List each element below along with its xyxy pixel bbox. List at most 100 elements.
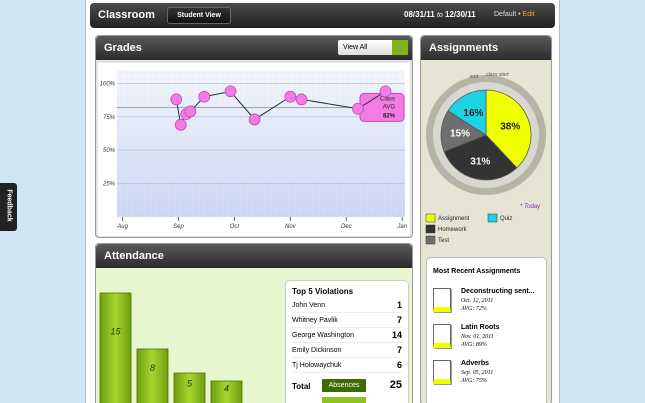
violation-count: 14 <box>391 330 402 340</box>
student-name: George Washington <box>292 332 354 339</box>
violation-row: Emily Dickinson 7 <box>292 345 402 358</box>
pie-slice <box>485 89 532 169</box>
violation-row: Whitney Pavlik 7 <box>292 315 402 328</box>
date-range: 08/31/11 to 12/30/11 <box>404 10 476 19</box>
dropdown-arrow[interactable] <box>392 40 408 55</box>
legend-label: Test <box>438 238 449 244</box>
grades-title: Grades <box>104 42 142 54</box>
student-name: Emily Dickinson <box>292 347 342 354</box>
date-end: 12/30/11 <box>445 10 476 19</box>
total-value: 25 <box>389 379 402 391</box>
bar-label: 15 <box>110 327 121 337</box>
average-label: Class <box>380 96 395 102</box>
violations-title: Top 5 Violations <box>292 287 354 296</box>
assignment-name: Latin Roots <box>461 324 500 331</box>
student-name: Whitney Pavlik <box>292 317 338 324</box>
legend-swatch <box>425 224 436 234</box>
legend-label: Homework <box>438 227 468 233</box>
annotation: end <box>470 74 479 80</box>
bar <box>136 348 169 403</box>
plot-grid <box>117 70 405 217</box>
x-tick-label: Aug <box>116 224 128 230</box>
slice-label: 31% <box>470 156 490 167</box>
y-tick-label: 75% <box>103 115 116 121</box>
y-tick-label: 100% <box>100 81 116 87</box>
view-selector: Default • Edit <box>494 11 535 18</box>
violation-row: George Washington 14 <box>292 330 402 343</box>
slice-label: 16% <box>463 108 483 119</box>
bar <box>210 380 243 403</box>
feedback-tab[interactable]: Feedback <box>0 183 17 231</box>
assignment-date: Oct. 12, 2011 <box>461 298 494 304</box>
violations-box: Top 5 Violations John Venn 1 Whitney Pavli… <box>285 280 409 403</box>
doc-icon <box>433 288 451 312</box>
next-button[interactable] <box>322 397 366 403</box>
edit-link[interactable]: Edit <box>522 11 535 18</box>
legend-swatch <box>425 213 436 223</box>
violation-row: John Venn 1 <box>292 300 402 313</box>
annotation: class start <box>486 72 509 78</box>
grade-point <box>184 105 197 118</box>
pie-slice <box>443 134 518 181</box>
doc-icon <box>433 360 451 384</box>
assignment-avg: AVG: 89% <box>461 342 487 348</box>
filter-dropdown[interactable]: View All <box>338 40 408 55</box>
x-tick-label: Dec <box>341 224 352 230</box>
grade-point <box>224 85 237 98</box>
recent-box: Most Recent Assignments Deconstructing s… <box>426 257 547 403</box>
violation-count: 7 <box>396 315 402 325</box>
violation-row: Tj Holowaychuk 6 <box>292 360 402 373</box>
annotation: * Today <box>520 204 541 210</box>
x-tick-label: Sep <box>173 224 184 230</box>
student-view-button[interactable]: Student View <box>167 7 231 24</box>
grade-point <box>174 118 187 131</box>
bar <box>99 292 132 403</box>
pie-slice <box>447 89 487 136</box>
assignment-date: Sep. 05, 2011 <box>461 370 494 376</box>
date-sep: to <box>436 12 443 19</box>
legend-label: Quiz <box>500 216 512 222</box>
x-tick-label: Nov <box>285 224 297 230</box>
bar-label: 8 <box>150 363 155 373</box>
legend-swatch <box>487 213 498 223</box>
grade-point <box>352 102 364 115</box>
x-tick-label: Jan <box>396 224 407 230</box>
student-name: John Venn <box>292 302 326 309</box>
date-start: 08/31/11 <box>404 10 435 19</box>
x-tick-label: Oct <box>230 224 240 230</box>
panel-header: Assignments <box>421 36 551 60</box>
grade-point <box>295 93 308 106</box>
absences-button[interactable]: Absences <box>322 379 366 392</box>
view-name[interactable]: Default <box>494 11 517 18</box>
average-value: 82% <box>383 113 396 119</box>
assignment-name: Adverbs <box>461 360 490 367</box>
assignment-date: Nov. 01, 2011 <box>461 334 494 340</box>
violation-count: 7 <box>396 345 402 355</box>
top-bar: Classroom Student View 08/31/11 to 12/30… <box>90 3 555 28</box>
grade-point <box>379 85 392 98</box>
bar-label: 5 <box>187 379 193 389</box>
doc-icon <box>433 324 451 348</box>
bar <box>173 372 206 403</box>
attendance-title: Attendance <box>104 250 164 262</box>
assignment-avg: AVG: 75% <box>461 378 487 384</box>
app-title: Classroom <box>98 9 155 21</box>
panel-header: Attendance <box>96 244 412 268</box>
grade-point <box>170 93 183 106</box>
slice-label: 38% <box>500 121 520 132</box>
assignments-title: Assignments <box>429 42 499 54</box>
legend-label: Assignment <box>438 216 470 222</box>
filter-label[interactable]: View All <box>343 44 368 51</box>
y-tick-label: 50% <box>103 148 116 154</box>
average-label: AVG <box>383 104 396 110</box>
student-name: Tj Holowaychuk <box>292 362 342 369</box>
slice-label: 15% <box>450 129 470 140</box>
grade-point <box>248 113 261 126</box>
assignment-name: Deconstructing sent... <box>461 288 535 295</box>
violation-count: 6 <box>396 360 402 370</box>
grade-point <box>198 90 211 103</box>
separator: • <box>518 11 521 18</box>
legend-swatch <box>425 235 436 245</box>
